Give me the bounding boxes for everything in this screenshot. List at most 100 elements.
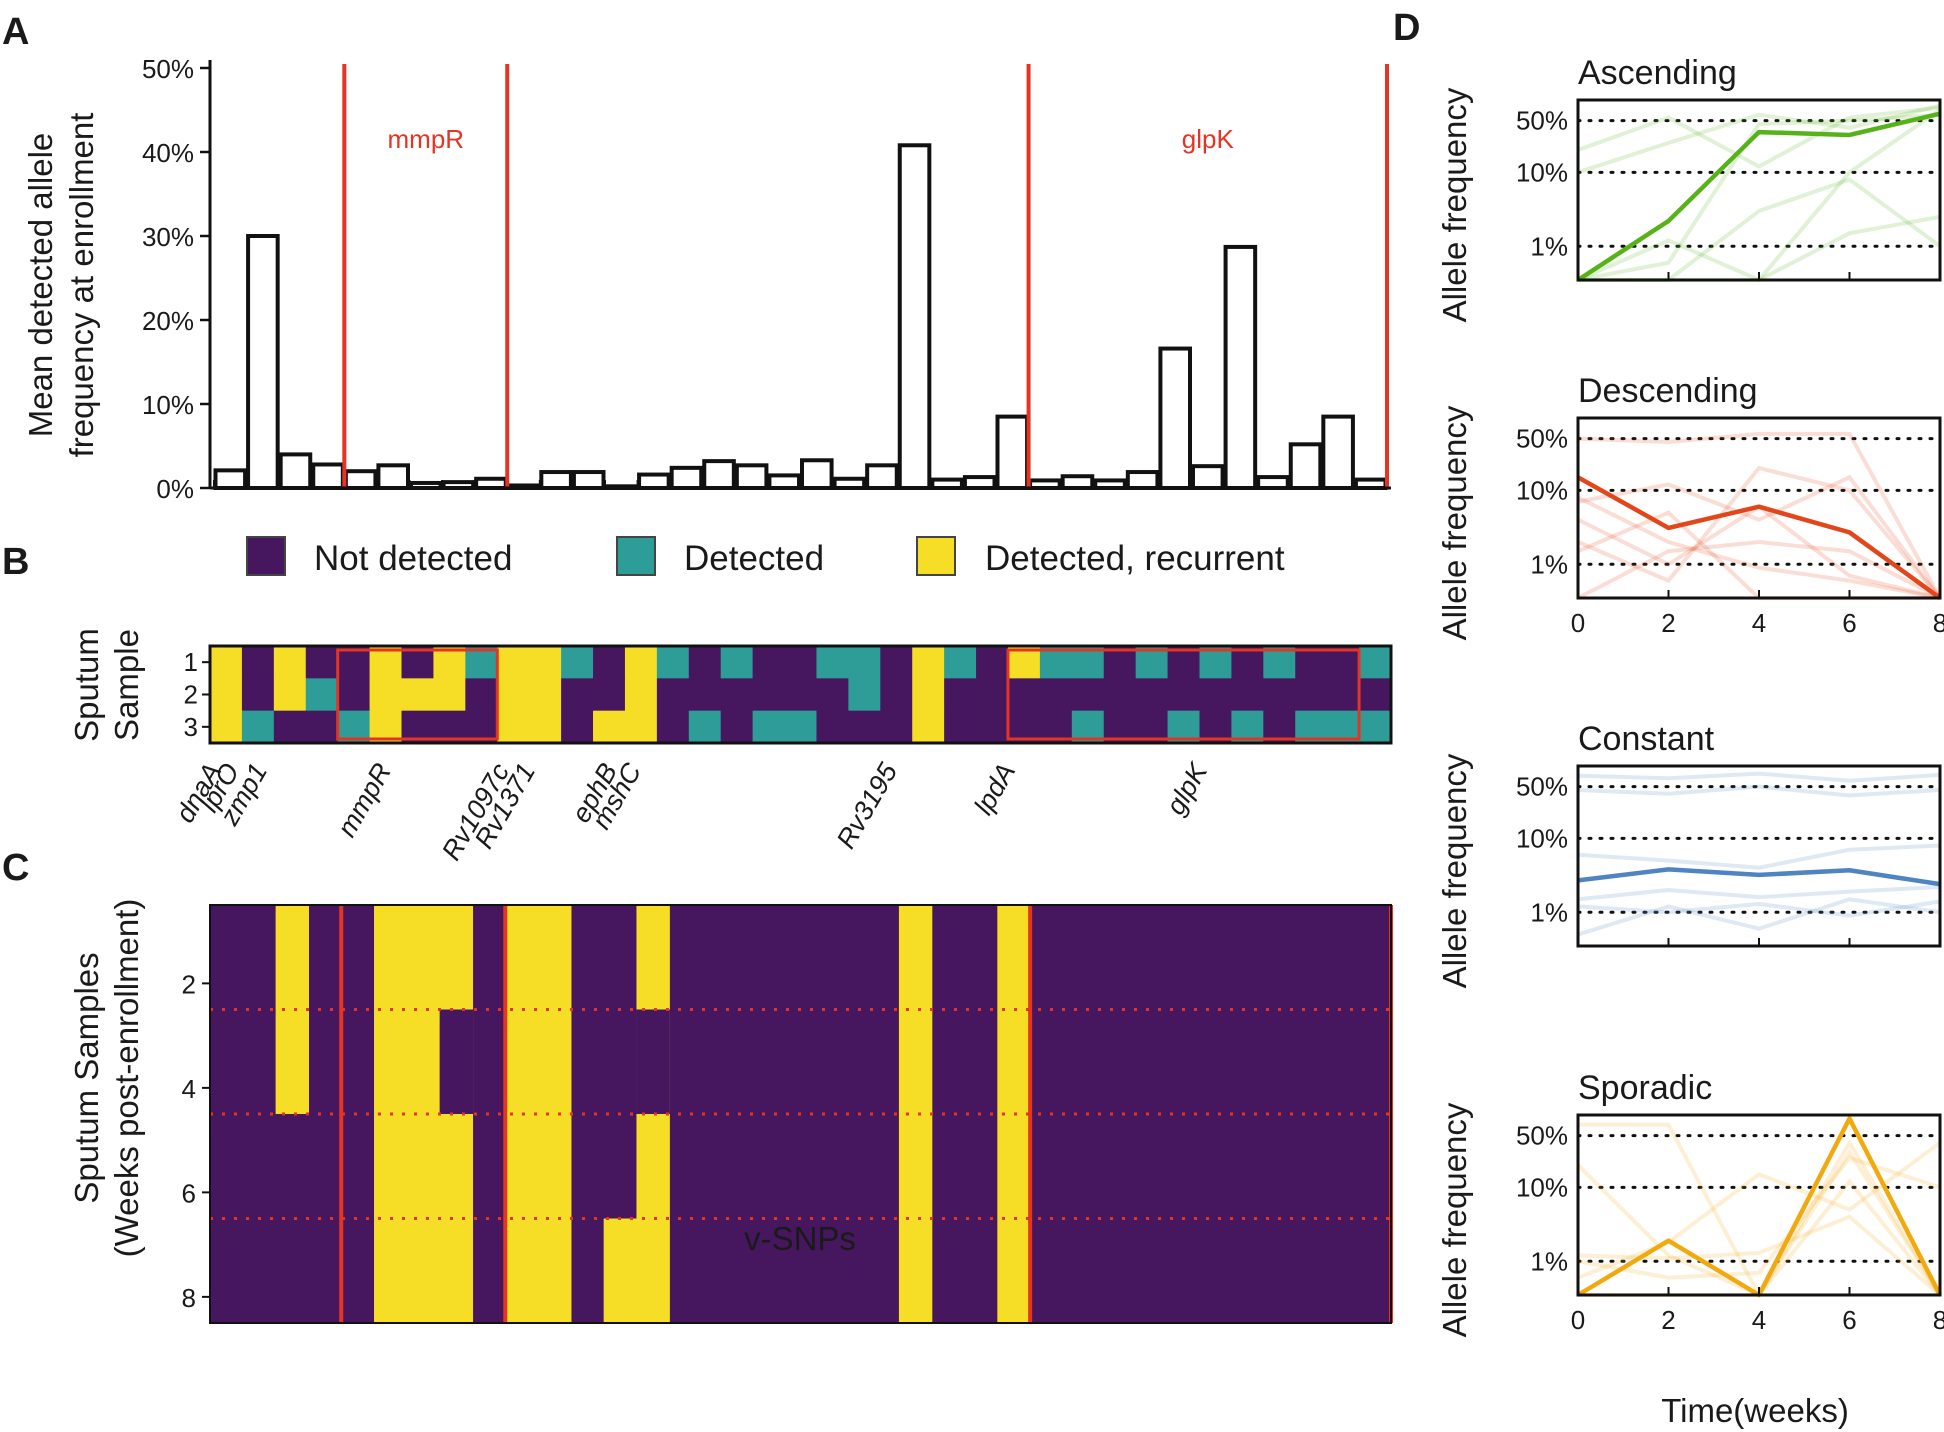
panel-b-cell <box>816 678 849 712</box>
panel-b-cell <box>1359 646 1392 679</box>
panel-b-cell <box>1359 710 1392 744</box>
panel-d-background-line <box>1577 103 1941 175</box>
panel-a-bar <box>571 470 606 491</box>
panel-d-background-line <box>1577 465 1942 600</box>
panel-a-bar <box>311 462 345 491</box>
panel-b-cell <box>529 678 562 712</box>
panel-c-yticks: 2 4 6 8 <box>182 969 210 1313</box>
panel-b-cell <box>465 678 498 712</box>
panel-b-cell <box>656 710 690 744</box>
panel-b-cell <box>1231 678 1264 712</box>
panel-a-bar <box>800 458 834 490</box>
panel-b-cell <box>401 678 435 712</box>
panel-a-ytick-label: 0% <box>156 474 194 504</box>
panel-c-ylabel-line-1: Sputum Samples <box>68 952 105 1203</box>
panel-a-bar <box>669 465 704 490</box>
panel-b-region-boxes <box>336 648 1361 741</box>
panel-d-xlabel: Time(weeks) <box>1661 1392 1849 1429</box>
panel-a-bar <box>213 468 248 490</box>
panel-a-regions: mmpR glpK <box>342 64 1389 488</box>
panel-a-ylabel-line-1: Mean detected allele <box>22 133 59 438</box>
panel-b-row-label: 3 <box>184 712 198 742</box>
panel-b-cell <box>624 646 658 679</box>
panel-d-ylabel: Allele frequency <box>1436 753 1473 988</box>
panel-a-bar <box>1256 475 1290 490</box>
panel-d-subplot-ascending: Ascending 1% 10% 50% Allele frequency <box>1436 54 1942 322</box>
panel-d-xtick-label: 8 <box>1933 1305 1944 1335</box>
panel-d-xtick-label: 4 <box>1752 1305 1766 1335</box>
panel-b-cell <box>1103 678 1137 712</box>
panel-b-cell <box>1135 678 1169 712</box>
legend-label-detected: Detected <box>684 539 824 578</box>
panel-b-cell <box>561 678 594 712</box>
panel-b-cell <box>1327 678 1360 712</box>
panel-d-background-line <box>1577 884 1941 902</box>
panel-b-cell <box>944 678 977 712</box>
panel-a-bar <box>1060 474 1095 490</box>
panel-b-ylabel-line-1: Sputum <box>68 628 105 742</box>
panel-d-background-line <box>1577 784 1941 798</box>
panel-b-cell <box>1359 678 1392 712</box>
panel-c-cells <box>209 904 1393 1324</box>
panel-b-cell <box>241 678 275 712</box>
panel-b-cell <box>816 646 849 679</box>
panel-b-cell <box>944 710 977 744</box>
panel-b-cell <box>752 646 786 679</box>
panel-a-bar <box>1321 414 1355 491</box>
panel-a-bar <box>1288 442 1323 491</box>
legend-label-not-detected: Not detected <box>314 539 512 578</box>
panel-d-subplot-title: Sporadic <box>1578 1069 1712 1107</box>
panel-d-xtick-label: 6 <box>1842 608 1856 638</box>
panel-d-background-line <box>1577 899 1941 918</box>
panel-b-region-box <box>336 648 499 741</box>
panel-b-cell <box>1039 678 1073 712</box>
panel-a-region-label: glpK <box>1182 124 1235 154</box>
panel-b-cell <box>720 646 754 679</box>
panel-b-cell <box>497 678 530 712</box>
panel-b-cell <box>593 646 626 679</box>
panel-d-ylabel: Allele frequency <box>1436 405 1473 640</box>
panel-d-background-line <box>1577 843 1941 870</box>
panel-d-xtick-label: 8 <box>1933 608 1944 638</box>
panel-a-bar <box>376 463 410 491</box>
panel-b-cell <box>337 678 371 712</box>
panel-b-cell <box>848 646 881 679</box>
panel-b-cell <box>688 710 722 744</box>
panel-d-ytick-label: 50% <box>1516 106 1568 136</box>
panel-c-frame <box>209 904 1392 1324</box>
panel-a-bar <box>962 475 997 490</box>
panel-b-cell <box>241 710 275 744</box>
panel-a-bar <box>865 463 899 491</box>
panel-d-background-line <box>1578 177 1942 282</box>
panel-d-background-line <box>1577 1141 1942 1280</box>
panel-b-cell <box>1263 678 1296 712</box>
panel-b-cell <box>720 710 754 744</box>
panel-a-bar <box>1223 244 1258 490</box>
panel-c-recurrent-cell <box>275 905 310 1114</box>
panel-c-ytick-label: 8 <box>182 1283 196 1313</box>
panel-c-recurrent-cell <box>406 905 441 1323</box>
panel-c-ytick-label: 4 <box>182 1074 196 1104</box>
panel-c-recurrent-cell <box>603 1218 638 1323</box>
panel-b-cell <box>210 646 243 679</box>
panel-b-cell <box>976 646 1009 679</box>
panel-b-ylabel-line-2: Sample <box>108 629 145 741</box>
panel-letter-b: B <box>2 541 29 583</box>
panel-a-region-label: mmpR <box>388 124 465 154</box>
panel-b-cell <box>305 710 339 744</box>
panel-d-background-line <box>1577 495 1941 600</box>
panel-d-highlight-line <box>1576 111 1941 282</box>
panel-b-cell <box>912 646 945 679</box>
panel-a-bar <box>702 459 736 490</box>
panel-d-highlight-line <box>1576 475 1942 600</box>
panel-d-ytick-label: 10% <box>1516 475 1568 505</box>
panel-b-cell <box>273 646 307 679</box>
panel-b-cell <box>497 710 530 744</box>
panel-d-background-line <box>1577 474 1942 600</box>
panel-d-xtick-label: 0 <box>1571 608 1585 638</box>
panel-b-row-ticks: 123 <box>184 647 210 742</box>
panel-d-xtick-label: 2 <box>1661 608 1675 638</box>
panel-d-subplot-title: Ascending <box>1578 54 1737 92</box>
panel-b-cell <box>784 678 818 712</box>
